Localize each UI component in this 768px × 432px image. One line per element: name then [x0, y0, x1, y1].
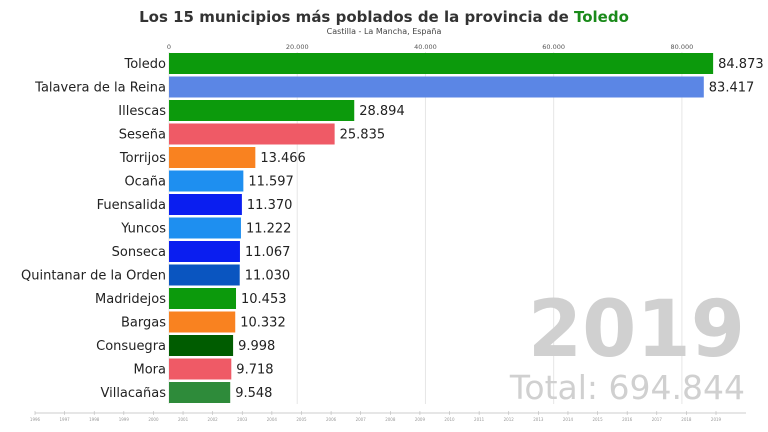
bar	[169, 76, 704, 98]
value-label: 9.998	[238, 339, 275, 354]
timeline-tick-label: 2017	[652, 417, 663, 422]
x-tick-label: 40.000	[414, 43, 437, 51]
value-label: 13.466	[260, 151, 306, 166]
value-label: 9.548	[235, 386, 272, 401]
timeline-tick-label: 2019	[711, 417, 722, 422]
chart-title-highlight: Toledo	[574, 8, 629, 26]
bar	[169, 264, 240, 286]
category-label: Madridejos	[95, 292, 166, 307]
category-label: Quintanar de la Orden	[21, 269, 166, 284]
timeline-tick-label: 2001	[178, 417, 189, 422]
category-label: Toledo	[123, 57, 166, 72]
value-label: 10.332	[240, 316, 286, 331]
value-label: 11.597	[248, 175, 294, 190]
bar	[169, 241, 240, 262]
value-label: 10.453	[241, 292, 287, 307]
bar	[169, 123, 335, 145]
bar	[169, 358, 232, 380]
timeline-tick-label: 2016	[622, 417, 633, 422]
category-label: Talavera de la Reina	[34, 81, 166, 96]
timeline-tick-label: 1997	[60, 417, 71, 422]
timeline-tick-label: 2014	[563, 417, 574, 422]
category-label: Mora	[134, 363, 166, 378]
bar	[169, 53, 714, 74]
bar	[169, 382, 231, 403]
timeline-tick-label: 2011	[474, 417, 485, 422]
timeline-tick-label: 2008	[385, 417, 396, 422]
chart-title: Los 15 municipios más poblados de la pro…	[0, 8, 768, 26]
timeline-tick-label: 2015	[592, 417, 603, 422]
value-label: 11.030	[245, 269, 290, 284]
category-label: Fuensalida	[97, 198, 166, 213]
timeline-tick-label: 1999	[119, 417, 130, 422]
category-label: Torrijos	[119, 151, 166, 166]
category-label: Illescas	[118, 104, 166, 119]
x-tick-label: 20.000	[286, 43, 309, 51]
timeline-tick-label: 2018	[681, 417, 692, 422]
timeline-tick-label: 2013	[533, 417, 544, 422]
value-label: 25.835	[340, 128, 386, 143]
bar	[169, 335, 234, 356]
value-label: 83.417	[709, 81, 755, 96]
timeline-tick-label: 2003	[237, 417, 248, 422]
chart-title-prefix: Los 15 municipios más poblados de la pro…	[139, 8, 574, 26]
timeline-tick-label: 2009	[415, 417, 426, 422]
category-label: Yuncos	[120, 222, 166, 237]
timeline-tick-label: 2004	[267, 417, 278, 422]
year-overlay: 2019	[528, 285, 745, 375]
timeline-tick-label: 1996	[30, 417, 41, 422]
value-label: 84.873	[718, 57, 764, 72]
timeline-tick-label: 2006	[326, 417, 337, 422]
timeline-tick-label: 1998	[89, 417, 100, 422]
value-label: 9.718	[236, 363, 273, 378]
category-label: Villacañas	[100, 386, 166, 401]
x-tick-label: 0	[167, 43, 171, 51]
category-label: Ocaña	[124, 175, 166, 190]
timeline-tick-label: 2010	[444, 417, 455, 422]
value-label: 11.370	[247, 198, 293, 213]
x-tick-label: 80.000	[671, 43, 694, 51]
timeline-tick-label: 2012	[504, 417, 515, 422]
value-label: 11.067	[245, 245, 291, 260]
bar	[169, 170, 244, 192]
category-label: Seseña	[119, 128, 166, 143]
chart-subtitle: Castilla - La Mancha, España	[326, 27, 442, 36]
timeline-tick-label: 2005	[296, 417, 307, 422]
x-tick-label: 60.000	[542, 43, 565, 51]
total-overlay: Total: 694.844	[509, 368, 745, 407]
timeline-tick-label: 2002	[208, 417, 219, 422]
bar	[169, 217, 241, 239]
bar	[169, 147, 256, 168]
bar	[169, 194, 242, 215]
bar	[169, 288, 237, 309]
bar	[169, 100, 355, 121]
bar	[169, 311, 236, 333]
category-label: Sonseca	[112, 245, 166, 260]
timeline-tick-label: 2000	[148, 417, 159, 422]
title-block: Los 15 municipios más poblados de la pro…	[0, 8, 768, 36]
category-label: Bargas	[121, 316, 166, 331]
value-label: 28.894	[359, 104, 405, 119]
value-label: 11.222	[246, 222, 292, 237]
timeline-tick-label: 2007	[356, 417, 367, 422]
category-label: Consuegra	[96, 339, 166, 354]
